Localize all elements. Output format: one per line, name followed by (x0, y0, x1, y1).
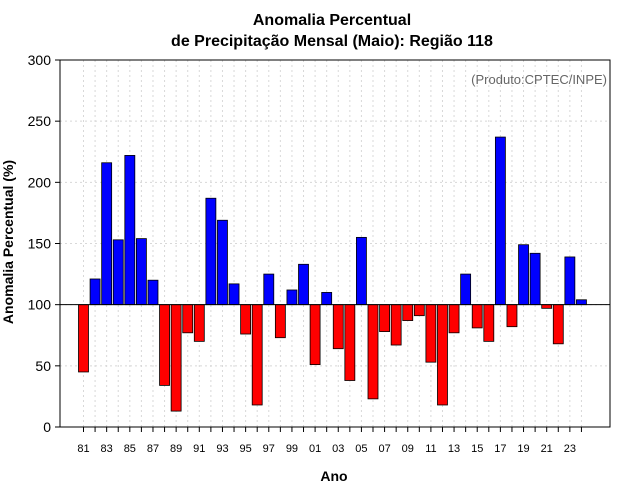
x-tick-label-95: 95 (239, 443, 251, 455)
bar-04 (344, 304, 356, 381)
x-tick-label-11: 11 (425, 443, 436, 455)
bar-98 (274, 304, 286, 339)
x-tick-label-21: 21 (541, 443, 553, 455)
x-tick-label-97: 97 (263, 443, 275, 455)
x-tick-label-85: 85 (124, 443, 136, 455)
bar-17 (494, 136, 506, 306)
bar-06 (367, 304, 379, 400)
x-tick-label-23: 23 (564, 443, 576, 455)
bar-08 (390, 304, 402, 346)
bar-02 (321, 292, 333, 306)
x-tick-label-17: 17 (494, 443, 506, 455)
bar-87 (147, 279, 159, 306)
x-axis-label: Ano (320, 468, 347, 484)
x-tick-label-93: 93 (216, 443, 228, 455)
bar-13 (448, 304, 460, 334)
bar-09 (402, 304, 414, 321)
bar-89 (170, 304, 182, 412)
bar-18 (506, 304, 518, 328)
chart-title-line2: de Precipitação Mensal (Maio): Região 11… (171, 33, 493, 50)
y-tick-label-1: 50 (35, 358, 51, 374)
bar-07 (379, 304, 390, 332)
y-tick-label-4: 200 (28, 174, 52, 190)
bar-11 (425, 304, 437, 363)
chart-title-line1: Anomalia Percentual (253, 12, 411, 29)
bar-03 (332, 304, 344, 350)
bar-82 (89, 278, 101, 306)
bar-16 (483, 304, 495, 342)
x-tick-label-91: 91 (193, 443, 205, 455)
product-annotation: (Produto:CPTEC/INPE) (471, 72, 607, 87)
bar-01 (309, 304, 321, 366)
x-tick-label-87: 87 (147, 443, 159, 455)
bar-88 (159, 304, 170, 386)
bar-99 (286, 289, 298, 306)
x-tick-label-89: 89 (170, 443, 182, 455)
bar-14 (460, 273, 472, 306)
y-tick-label-2: 100 (28, 297, 52, 313)
bar-93 (217, 219, 228, 306)
bar-05 (356, 236, 367, 306)
x-tick-label-09: 09 (402, 443, 414, 455)
bar-24 (576, 299, 587, 306)
bar-12 (437, 304, 448, 406)
bar-23 (564, 256, 576, 306)
x-tick-label-81: 81 (77, 443, 89, 455)
y-tick-label-0: 0 (43, 419, 51, 435)
bar-22 (552, 304, 564, 345)
x-tick-label-01: 01 (309, 443, 321, 455)
y-axis-label: Anomalia Percentual (%) (0, 160, 16, 324)
bar-86 (135, 238, 147, 306)
bar-90 (182, 304, 194, 334)
bar-96 (251, 304, 263, 406)
y-tick-label-5: 250 (28, 113, 52, 129)
bar-15 (471, 304, 483, 329)
x-tick-label-19: 19 (517, 443, 529, 455)
bar-83 (101, 162, 113, 306)
bar-91 (193, 304, 205, 342)
x-tick-label-13: 13 (448, 443, 460, 455)
x-tick-label-03: 03 (332, 443, 344, 455)
y-axis: 0 50 100 150 200 250 300 (28, 52, 60, 435)
bar-19 (518, 244, 529, 306)
x-tick-label-83: 83 (101, 443, 113, 455)
bar-81 (78, 304, 89, 373)
bar-10 (413, 304, 425, 317)
x-tick-label-15: 15 (471, 443, 483, 455)
x-tick-label-99: 99 (286, 443, 298, 455)
bar-92 (205, 197, 217, 306)
bar-84 (112, 239, 124, 306)
y-tick-label-3: 150 (28, 236, 52, 252)
bar-21 (541, 304, 553, 309)
x-axis: 81 83 85 87 89 91 93 95 97 99 01 03 05 07 09 11 13 15 17 19… (77, 427, 582, 455)
bar-00 (298, 263, 309, 306)
bar-94 (228, 283, 240, 306)
bar-layer (78, 136, 587, 412)
x-tick-label-05: 05 (355, 443, 367, 455)
bar-95 (240, 304, 252, 335)
y-tick-label-6: 300 (28, 52, 52, 68)
x-tick-label-07: 07 (378, 443, 390, 455)
bar-20 (529, 252, 541, 306)
bar-85 (124, 155, 136, 306)
bar-97 (263, 273, 275, 306)
